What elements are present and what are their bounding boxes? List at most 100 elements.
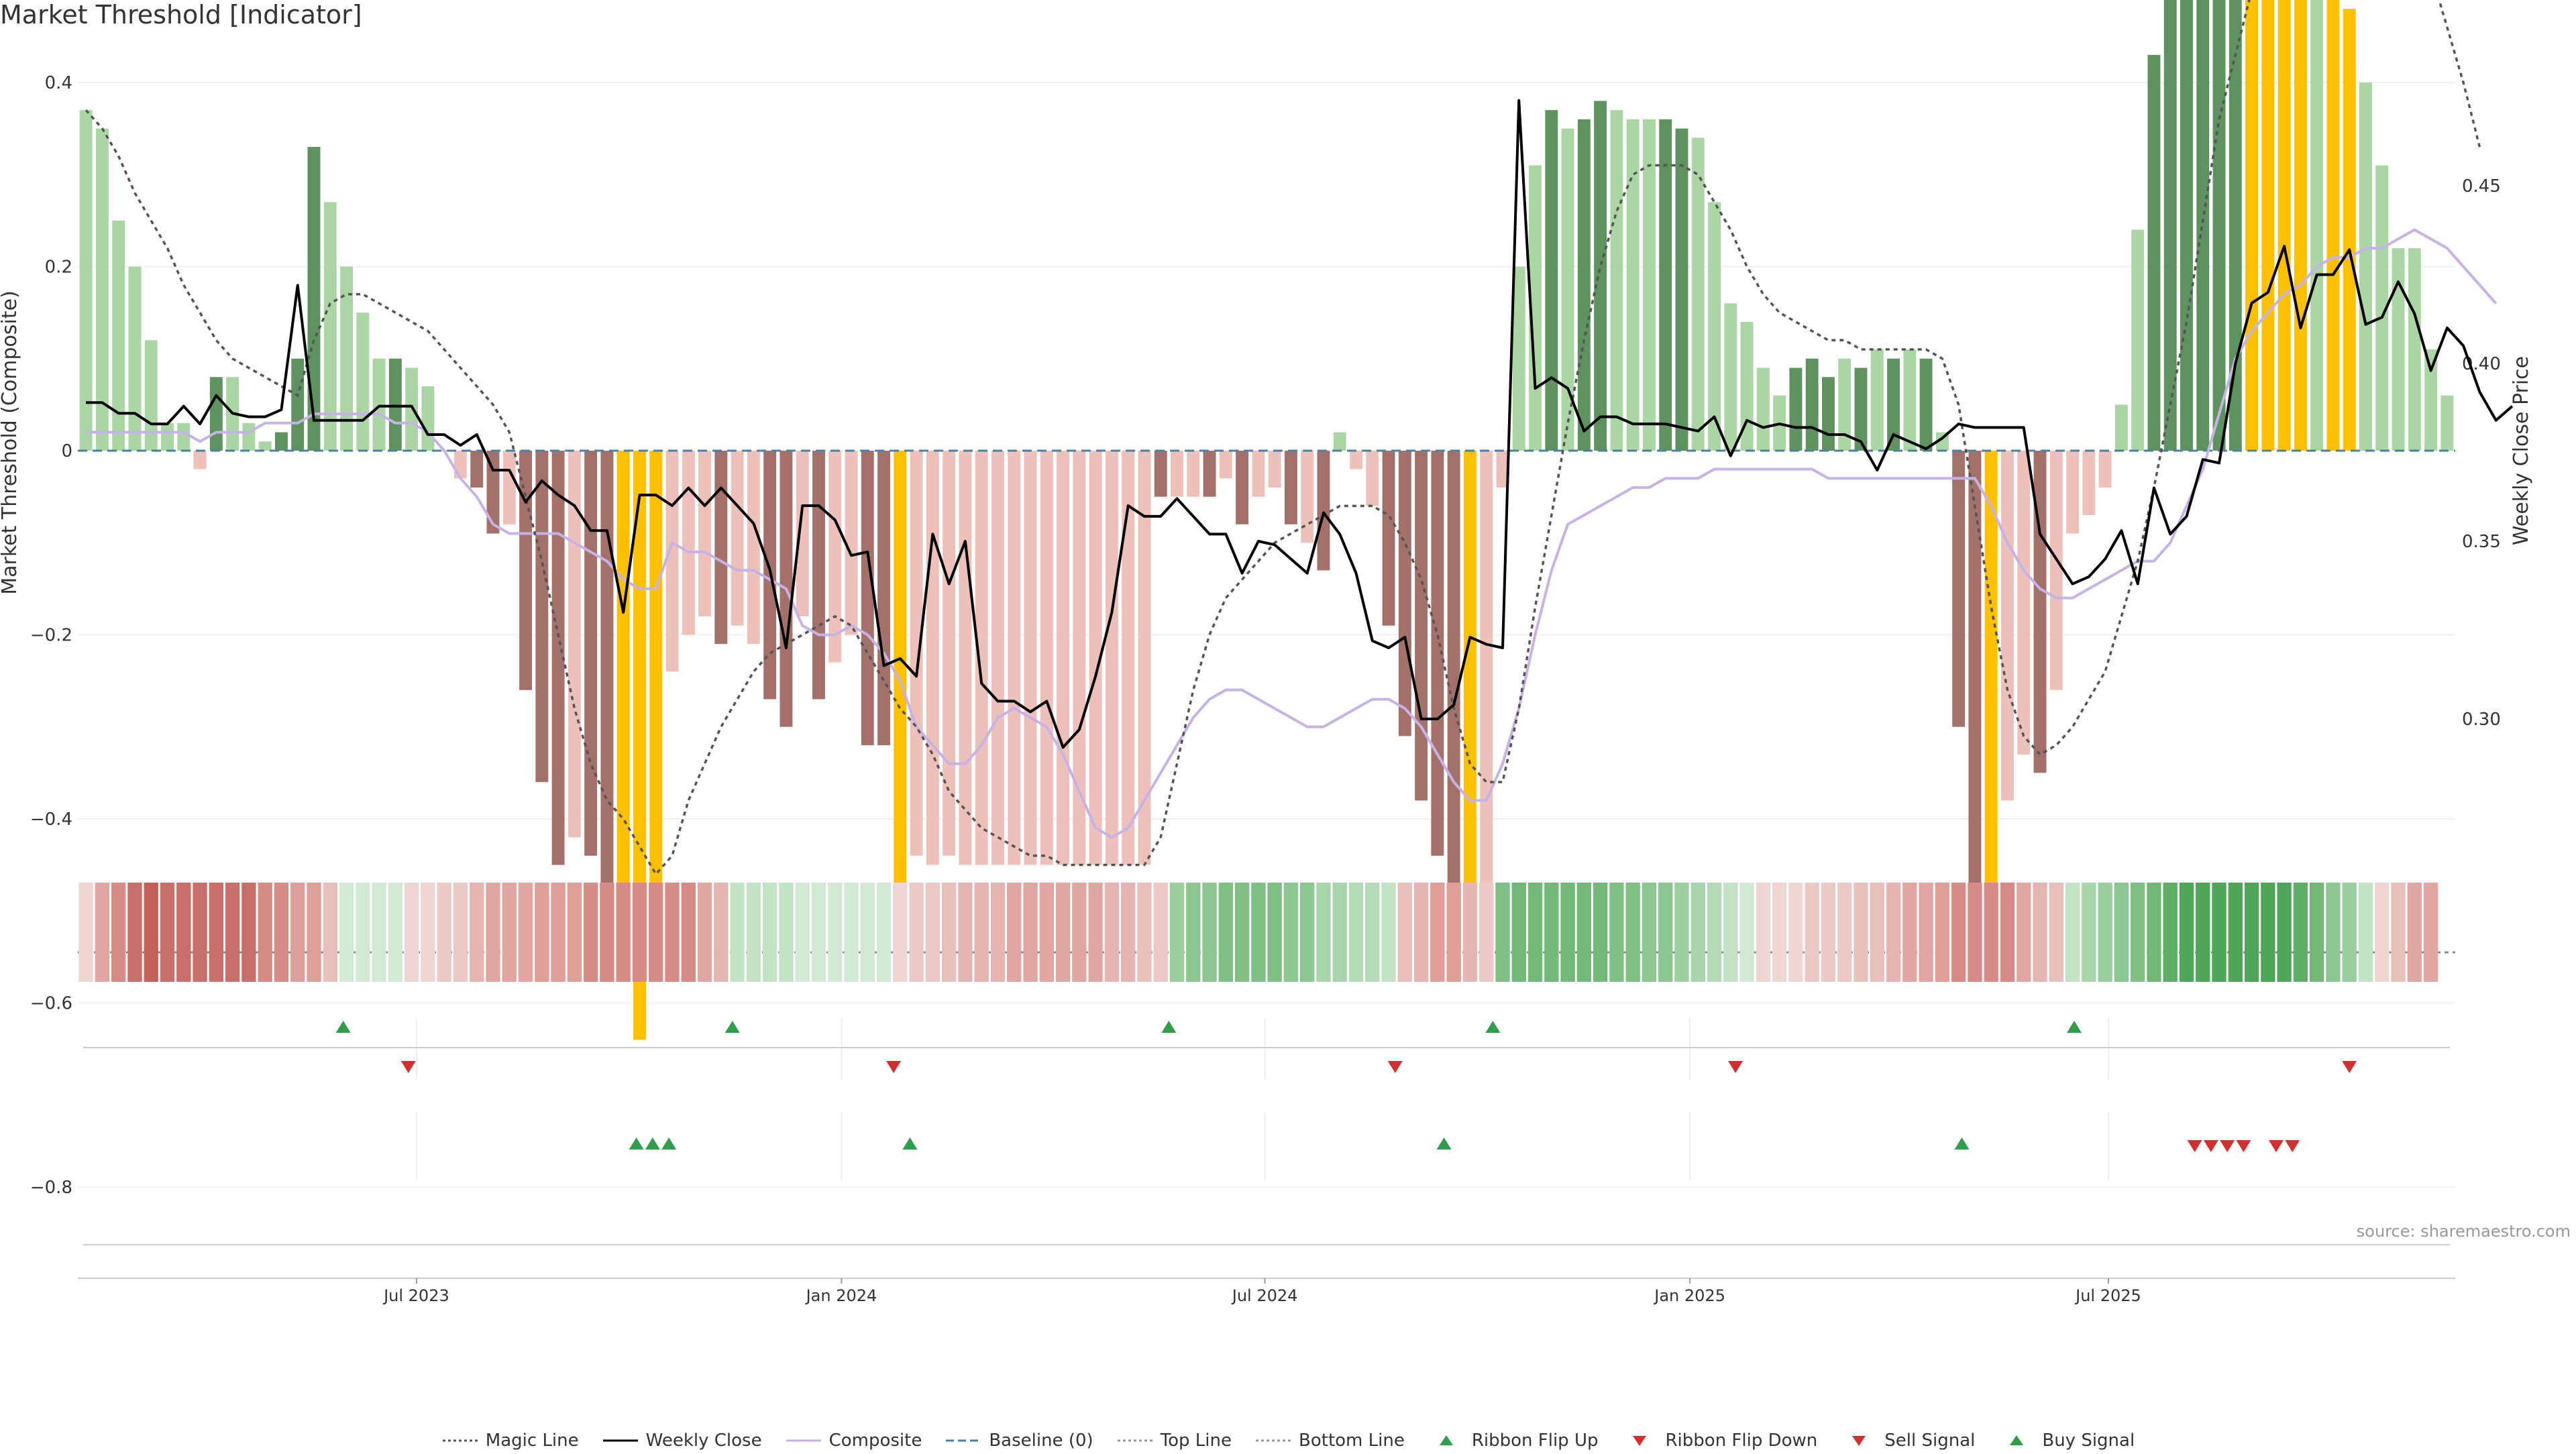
composite-bar <box>1675 128 1688 451</box>
ribbon-flip-up-marker <box>335 1021 351 1033</box>
ribbon-cell <box>535 883 549 982</box>
ribbon-cell <box>1023 883 1038 982</box>
ribbon-cell <box>437 883 451 982</box>
ribbon-cell <box>1935 883 1950 982</box>
ribbon-cell <box>2228 883 2243 982</box>
ribbon-flip-up-marker <box>1485 1021 1501 1033</box>
ribbon-cell <box>225 883 240 982</box>
legend-line-icon <box>442 1439 478 1442</box>
ribbon-cell <box>1055 883 1071 982</box>
composite-bar <box>747 451 760 645</box>
x-tick-label: Jan 2025 <box>1653 1286 1725 1305</box>
composite-bar <box>1805 358 1819 451</box>
ribbon-cell <box>1430 883 1445 982</box>
ribbon-cell <box>356 883 370 982</box>
composite-line <box>86 228 2498 839</box>
composite-bar <box>2277 0 2291 451</box>
ribbon-cell <box>241 883 256 982</box>
ribbon-cell <box>1218 883 1233 982</box>
composite-bar <box>1252 451 1265 497</box>
composite-bar <box>1594 101 1607 451</box>
composite-bar <box>1301 451 1314 543</box>
composite-bar <box>2049 451 2063 690</box>
ribbon-cell <box>2000 883 2015 982</box>
composite-bar <box>519 451 533 690</box>
ribbon-cell <box>2065 883 2080 982</box>
ribbon-cell <box>1902 883 1917 982</box>
composite-bar <box>2082 451 2096 516</box>
ribbon-cell <box>274 883 289 982</box>
ribbon-cell <box>1739 883 1754 982</box>
composite-bar <box>2131 229 2145 451</box>
ribbon-cell <box>1381 883 1396 982</box>
ribbon-cell <box>290 883 305 982</box>
ribbon-cell <box>616 883 631 982</box>
ribbon-cell <box>1316 883 1331 982</box>
composite-bar <box>2424 349 2438 451</box>
legend-label: Composite <box>828 1431 922 1451</box>
ribbon-cell <box>1723 883 1738 982</box>
legend-item: Ribbon Flip Up <box>1428 1431 1599 1451</box>
buy-signal-marker <box>645 1137 660 1150</box>
composite-bar <box>2310 0 2324 451</box>
legend-item: Magic Line <box>441 1431 579 1451</box>
ribbon-cell <box>193 883 207 982</box>
composite-bar <box>861 451 874 746</box>
composite-bar <box>568 451 581 838</box>
ribbon-cell <box>2098 883 2112 982</box>
ribbon-cell <box>1202 883 1217 982</box>
ribbon-cell <box>78 883 93 982</box>
ribbon-cell <box>1495 883 1510 982</box>
composite-bar <box>2180 0 2193 451</box>
composite-bar <box>2114 404 2128 451</box>
composite-bar <box>1268 451 1281 488</box>
composite-bar <box>1463 451 1477 957</box>
ribbon-cell <box>339 883 354 982</box>
sell-signal-marker <box>2268 1140 2284 1152</box>
composite-bar <box>274 432 288 451</box>
composite-bar <box>1642 119 1656 451</box>
composite-bar <box>910 451 923 856</box>
legend-line-icon <box>946 1439 981 1442</box>
x-tick-label: Jul 2023 <box>382 1286 449 1305</box>
composite-bar <box>307 147 321 451</box>
y-axis-label: Market Threshold (Composite) <box>0 290 21 595</box>
legend-label: Top Line <box>1160 1431 1232 1451</box>
ribbon-cell <box>453 883 468 982</box>
composite-bar <box>405 368 419 451</box>
composite-bar <box>665 451 679 672</box>
composite-bar <box>1089 451 1102 865</box>
composite-bar <box>894 451 907 957</box>
ribbon-cell <box>1104 883 1120 982</box>
ribbon-cell <box>127 883 142 982</box>
ribbon-cell <box>144 883 158 982</box>
ribbon-cell <box>893 883 908 982</box>
composite-bar <box>144 340 158 451</box>
ribbon-cell <box>2179 883 2194 982</box>
ribbon-cell <box>1153 883 1168 982</box>
composite-bar <box>291 358 305 451</box>
source-note: source: sharemaestro.com <box>2356 1222 2571 1241</box>
composite-bar <box>1398 451 1411 736</box>
composite-bar <box>1480 451 1493 884</box>
composite-bar <box>242 423 256 451</box>
ribbon-cell <box>1772 883 1787 982</box>
y-tick-label: 0 <box>61 441 72 461</box>
ribbon-cell <box>2049 883 2063 982</box>
ribbon-cell <box>176 883 191 982</box>
ribbon-cell <box>1511 883 1526 982</box>
sell-signal-marker <box>2220 1140 2235 1152</box>
ribbon-cell <box>649 883 663 982</box>
legend-line-icon <box>1117 1439 1152 1442</box>
legend-label: Ribbon Flip Up <box>1471 1431 1599 1451</box>
ribbon-cell <box>1707 883 1722 982</box>
ribbon-cell <box>1446 883 1461 982</box>
sell-signal-marker <box>2187 1140 2202 1152</box>
composite-bar <box>1821 377 1835 451</box>
buy-signal-marker <box>1436 1137 1452 1150</box>
sell-signal-marker <box>2236 1140 2251 1152</box>
ribbon-cell <box>1527 883 1543 982</box>
legend-item: Top Line <box>1116 1431 1232 1451</box>
composite-bar <box>2343 9 2356 451</box>
composite-bar <box>372 358 386 451</box>
